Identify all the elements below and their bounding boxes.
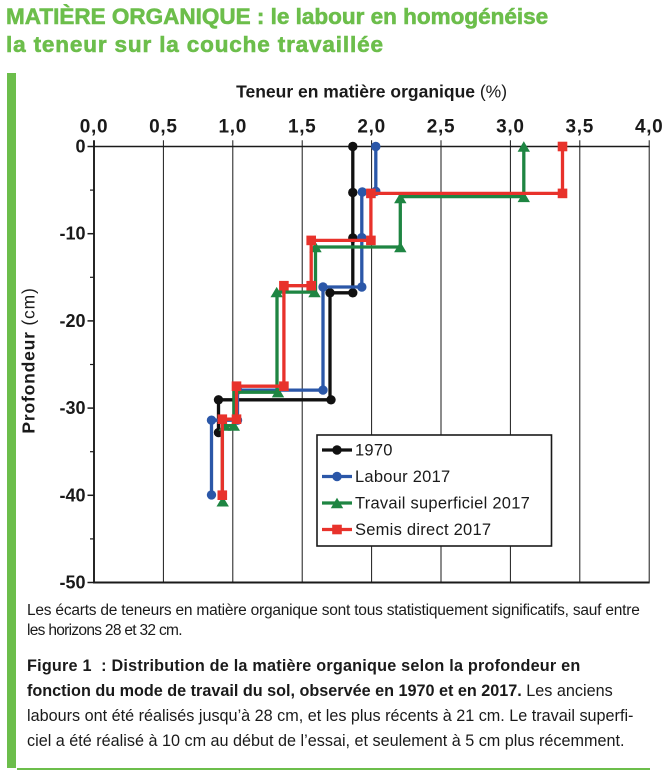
svg-text:2,5: 2,5 [427, 117, 456, 138]
svg-text:0,0: 0,0 [80, 117, 109, 138]
svg-text:Profondeur (cm): Profondeur (cm) [19, 287, 39, 433]
svg-text:-20: -20 [59, 311, 85, 331]
svg-text:Teneur en matière organique (%: Teneur en matière organique (%) [236, 82, 507, 102]
svg-text:Labour 2017: Labour 2017 [355, 468, 450, 486]
svg-text:-30: -30 [59, 398, 85, 418]
svg-text:0: 0 [75, 137, 85, 157]
svg-text:2,0: 2,0 [357, 117, 386, 138]
svg-text:1,5: 1,5 [288, 117, 317, 138]
svg-text:3,0: 3,0 [496, 117, 525, 138]
svg-text:-50: -50 [59, 573, 85, 593]
svg-text:4,0: 4,0 [635, 117, 664, 138]
svg-text:1970: 1970 [355, 442, 393, 460]
svg-text:Semis direct 2017: Semis direct 2017 [355, 521, 491, 539]
svg-text:-40: -40 [59, 485, 85, 505]
svg-text:1,0: 1,0 [219, 117, 248, 138]
svg-text:0,5: 0,5 [149, 117, 178, 138]
svg-text:Travail superficiel 2017: Travail superficiel 2017 [355, 495, 530, 513]
svg-text:-10: -10 [59, 224, 85, 244]
svg-text:3,5: 3,5 [566, 117, 595, 138]
